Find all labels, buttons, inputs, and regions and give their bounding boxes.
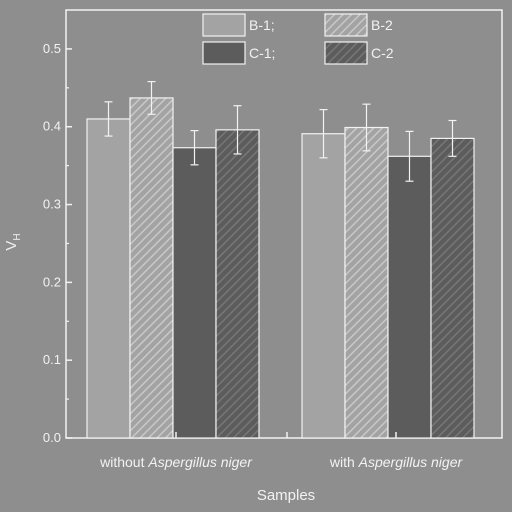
y-axis-ticks: 0.0 0.1 0.2 0.3 0.4 0.5 xyxy=(43,41,72,445)
y-tick-label: 0.3 xyxy=(43,197,61,212)
y-tick-label: 0.0 xyxy=(43,430,61,445)
legend-label: C-1; xyxy=(249,45,275,61)
legend-label: C-2 xyxy=(371,45,394,61)
bars xyxy=(86,80,475,439)
legend-swatch xyxy=(324,41,368,65)
y-tick-label: 0.4 xyxy=(43,119,61,134)
bar-c2-without xyxy=(215,129,260,439)
category-label-italic: Aspergillus niger xyxy=(147,454,253,470)
bar-b1-with xyxy=(301,133,346,439)
legend-label: B-1; xyxy=(249,17,275,33)
bar-b2-without xyxy=(129,97,174,439)
category-label-prefix: without xyxy=(99,454,148,470)
bar-c2-with xyxy=(430,137,475,439)
y-axis-title: VH xyxy=(3,233,23,250)
bar-b2-with xyxy=(344,126,389,439)
category-labels: without Aspergillus niger with Aspergillu… xyxy=(99,454,463,470)
category-label-prefix: with xyxy=(329,454,359,470)
bar-c1-without xyxy=(172,147,217,439)
category-label-italic: Aspergillus niger xyxy=(358,454,464,470)
y-axis-title-main: V xyxy=(3,241,20,251)
y-tick-label: 0.5 xyxy=(43,41,61,56)
plot-frame xyxy=(65,9,503,439)
bar-c1-with xyxy=(387,155,432,439)
y-axis-title-sub: H xyxy=(12,233,23,240)
y-tick-label: 0.2 xyxy=(43,274,61,289)
bar-b1-without xyxy=(86,118,131,439)
x-axis-title: Samples xyxy=(257,487,315,504)
legend: B-1; B-2 C-1; C-2 xyxy=(202,13,394,65)
y-tick-label: 0.1 xyxy=(43,352,61,367)
legend-swatch xyxy=(324,13,368,37)
legend-swatch xyxy=(202,13,246,37)
category-label-without: without Aspergillus niger xyxy=(99,454,253,470)
category-label-with: with Aspergillus niger xyxy=(329,454,464,470)
legend-label: B-2 xyxy=(371,17,393,33)
legend-swatch xyxy=(202,41,246,65)
